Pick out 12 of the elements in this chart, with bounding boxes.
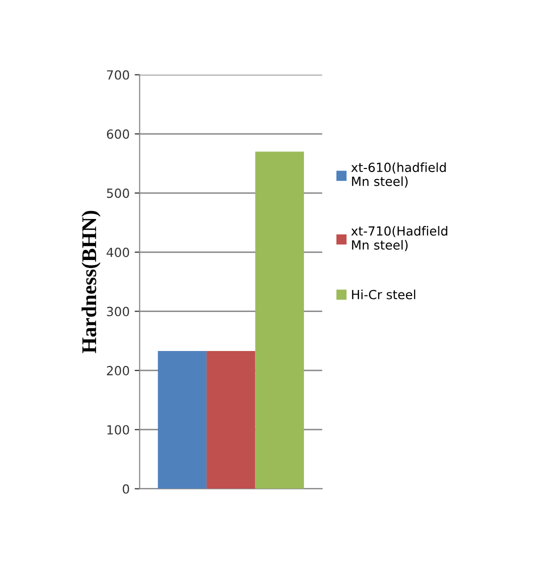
- y-tick-label: 0: [122, 484, 130, 494]
- y-tick-label: 100: [107, 425, 130, 435]
- y-tick-label: 700: [107, 70, 130, 80]
- y-tick-label: 200: [106, 366, 130, 376]
- legend-label: xt-610(hadfield Mn steel): [351, 162, 446, 188]
- y-tick-label: 300: [106, 306, 130, 316]
- legend-label: Hi-Cr steel: [352, 290, 416, 300]
- y-axis-title: Hardness(BHN): [82, 210, 100, 354]
- y-tick-label: 500: [107, 188, 130, 198]
- y-tick-label: 400: [106, 248, 130, 258]
- legend-label: xt-710(Hadfield Mn steel): [351, 226, 448, 252]
- y-tick-label: 600: [106, 129, 130, 139]
